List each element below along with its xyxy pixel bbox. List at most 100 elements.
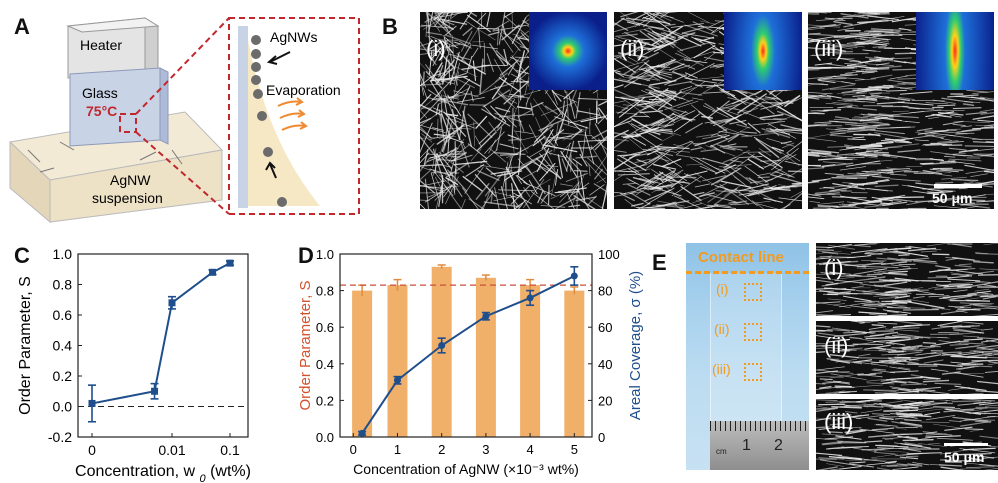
marker-iii: (iii) [712,361,731,377]
chart-d-line-point [438,342,446,349]
micrograph-b-iii-label: (iii) [814,36,844,61]
chart-d-ytick-right-label: 80 [598,284,612,299]
chart-c-ytick-label: 0.8 [53,277,73,293]
glass-slide [710,273,782,443]
ruler-cm: cm [716,447,727,456]
chart-d-ytick-left-label: 0.8 [316,284,334,299]
micrograph-e-i: (i) [816,243,998,316]
micrograph-e-ii-label: (ii) [824,333,849,358]
fft-inset-b-i [529,12,607,90]
ruler-label-1: 1 [742,437,751,454]
nanowire-texture [614,12,802,209]
scale-bar-e-label: 50 μm [944,449,985,465]
chart-d-line-point [482,312,490,320]
chart-d-frame [339,253,593,438]
scale-bar-b [934,184,982,188]
chart-d-line-point [570,272,578,280]
micrograph-b-iii: (iii) 50 μm [808,12,994,209]
ruler: cm 1 2 [710,421,809,470]
photo-e: Contact line (i) (ii) (iii) cm 1 2 [686,243,809,470]
panel-letter-a: A [14,14,30,39]
chart-c-series-line [91,262,231,405]
evaporation-label: Evaporation [266,82,341,98]
chart-d-xtick-label: 4 [526,442,533,457]
chart-d-ytick-right-label: 100 [598,247,620,262]
glass-label: Glass [82,85,118,101]
heater-top [66,17,160,33]
chart-d-xlabel: Concentration of AgNW (×10⁻³ wt%) [353,461,579,477]
chart-c-point [88,399,96,407]
agnws-label: AgNWs [270,29,317,45]
chart-d-coverage-line [361,275,575,434]
chart-d-xtick-label: 5 [571,442,578,457]
ruler-label-2: 2 [774,437,783,454]
chart-c-point [226,259,234,267]
micrograph-b-ii: (ii) [614,12,802,209]
chart-d-xtick-label: 0 [350,442,357,457]
chart-d-bar [475,277,496,437]
chart-d-xtick-label: 1 [394,442,401,457]
nanowire-dots [251,35,287,207]
chart-d-ytick-right-label: 0 [598,430,605,445]
chart-c-xtick-label: 0.1 [220,442,240,458]
panel-letter-c: C [14,243,30,268]
chart-d-bar [387,285,408,437]
suspension-side [9,140,51,224]
chart-d-xtick-label: 3 [482,442,489,457]
suspension-label-1: AgNW [110,172,151,188]
fft-inset-b-iii [916,12,994,90]
chart-c-ytick-label: -0.2 [48,429,72,445]
panel-letter-e: E [652,250,667,275]
chart-d-ytick-right-label: 20 [598,393,612,408]
chart-c-xtick-label: 0 [88,442,96,458]
suspension-label-2: suspension [92,190,163,206]
temperature-label: 75°C [86,103,117,119]
chart-d-ylabel-left: Order Parameter, S [297,280,314,410]
chart-d-ytick-right-label: 40 [598,357,612,372]
chart-d-ytick-left-label: 0.0 [316,430,334,445]
glass-side [159,67,169,145]
glass-slab [238,26,248,208]
chart-d: 0.0 0.2 0.4 0.6 0.8 1.0 0 20 40 60 80 100 0 1 2 3 4 5 Orde… [297,247,644,477]
contact-line-label: Contact line [698,249,784,266]
micrograph-e-iii: (iii) 50 μm [816,399,998,470]
panel-a-schematic: Heater Glass 75°C AgNW suspension AgNWs … [8,17,360,224]
contact-line [686,271,809,274]
chart-d-line-point [358,429,366,437]
chart-c-point [151,387,159,395]
meniscus [248,40,320,206]
chart-c: -0.2 0.0 0.2 0.4 0.6 0.8 1.0 0 0.01 0.1 Order Para… [17,246,251,483]
chart-c-ytick-label: 0.0 [53,399,73,415]
chart-d-bar [352,290,373,437]
evaporation-arrows [277,97,308,131]
chart-c-xtick-label: 0.01 [158,442,185,458]
chart-d-line-point [393,376,401,384]
micrograph-e-i-label: (i) [824,255,844,280]
chart-d-bar [520,285,541,437]
micrograph-e-ii: (ii) [816,321,998,394]
chart-d-bar [564,290,585,437]
marker-box-ii [744,323,762,341]
marker-box-i [744,283,762,301]
chart-c-ytick-label: 0.4 [53,338,73,354]
chart-d-ytick-right-label: 60 [598,320,612,335]
micrograph-e-iii-label: (iii) [824,409,854,434]
panel-letter-d: D [298,243,314,268]
chart-d-ytick-left-label: 1.0 [316,247,334,262]
marker-ii: (ii) [714,321,730,337]
chart-c-point [168,299,176,307]
chart-d-line-point [526,294,534,302]
fft-inset-b-ii [724,12,802,90]
nanowire-texture [816,399,998,470]
nanowire-texture [816,243,998,316]
micrograph-b-i-label: (i) [426,36,446,61]
micrograph-b-i: (i) [420,12,607,209]
chart-d-xtick-label: 2 [438,442,445,457]
micrograph-b-ii-label: (ii) [620,36,645,61]
marker-i: (i) [716,281,729,297]
scale-bar-e [944,443,988,446]
scale-bar-b-label: 50 μm [932,190,973,206]
chart-d-ytick-left-label: 0.2 [316,393,334,408]
chart-c-ytick-label: 0.2 [53,368,73,384]
chart-c-ylabel: Order Parameter, S [17,276,34,415]
